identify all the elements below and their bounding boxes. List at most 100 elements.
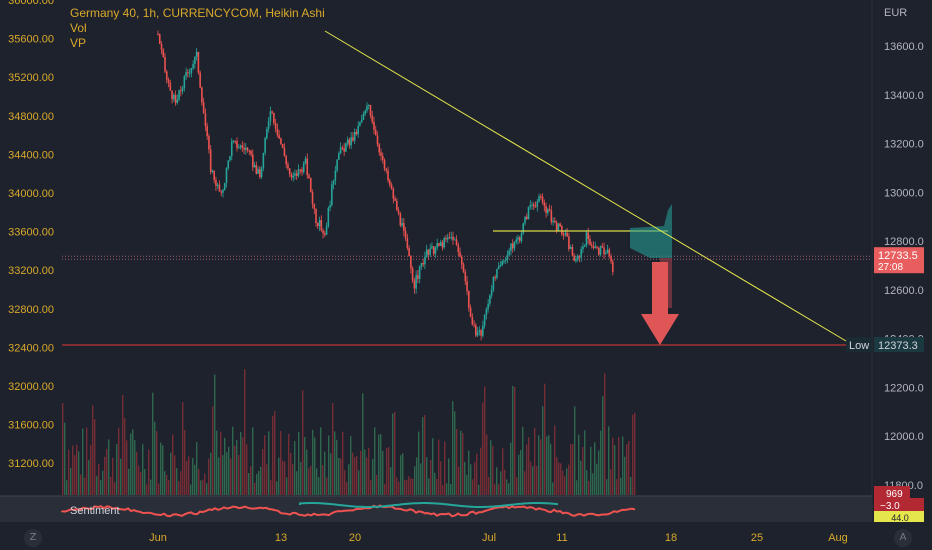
x-axis-label-5: 18 bbox=[665, 532, 677, 544]
volume-bar bbox=[416, 457, 418, 495]
candle-body bbox=[309, 177, 312, 192]
volume-bar bbox=[568, 464, 570, 495]
volume-bar bbox=[364, 449, 366, 495]
candle-body bbox=[167, 79, 170, 83]
volume-bar bbox=[138, 465, 140, 495]
volume-bar bbox=[318, 477, 320, 495]
candle-body bbox=[543, 202, 546, 207]
candle-body bbox=[185, 72, 187, 77]
volume-bar bbox=[230, 458, 232, 495]
volume-bar bbox=[594, 442, 596, 495]
low-value-badge bbox=[874, 337, 924, 353]
x-axis-label-2: 20 bbox=[349, 532, 361, 544]
candle-body bbox=[334, 170, 337, 181]
candle-body bbox=[478, 330, 481, 333]
candle-body bbox=[406, 238, 409, 248]
right-axis-tick-0: 13600.0 bbox=[884, 41, 924, 53]
volume-bar bbox=[74, 455, 76, 495]
volume-bar bbox=[306, 449, 308, 495]
candle-body bbox=[464, 271, 467, 282]
candle-body bbox=[548, 209, 551, 211]
volume-bar bbox=[324, 451, 326, 495]
volume-bar bbox=[414, 466, 416, 495]
candle-body bbox=[525, 216, 528, 219]
candle-body bbox=[483, 314, 486, 326]
candle-body bbox=[208, 136, 210, 150]
candle-body bbox=[357, 125, 359, 135]
volume-bar bbox=[368, 447, 370, 495]
volume-bar bbox=[444, 441, 446, 495]
volume-bar bbox=[384, 483, 386, 495]
candle-body bbox=[404, 231, 407, 239]
right-axis-tick-4: 12800.0 bbox=[884, 236, 924, 248]
down-arrow[interactable] bbox=[641, 262, 679, 345]
candle-body bbox=[209, 149, 212, 173]
candle-body bbox=[436, 243, 439, 248]
volume-bar bbox=[382, 450, 384, 495]
volume-bar bbox=[482, 402, 484, 495]
candle-body bbox=[550, 210, 553, 223]
volume-bar bbox=[132, 429, 134, 495]
candle-body bbox=[241, 145, 244, 148]
volume-bar bbox=[576, 480, 578, 495]
volume-bar bbox=[366, 457, 368, 495]
symbol-title[interactable]: Germany 40, 1h, CURRENCYCOM, Heikin Ashi bbox=[70, 6, 325, 20]
candle-body bbox=[504, 259, 507, 261]
candle-body bbox=[239, 145, 242, 148]
volume-bar bbox=[232, 426, 234, 495]
candle-body bbox=[468, 291, 470, 308]
volume-bar bbox=[122, 395, 124, 495]
volume-bar bbox=[446, 483, 448, 495]
volume-bar bbox=[328, 435, 330, 495]
volume-profile-label[interactable]: VP bbox=[70, 36, 87, 50]
volume-bar bbox=[498, 484, 500, 495]
volume-bar bbox=[472, 479, 474, 495]
candle-body bbox=[413, 280, 416, 289]
candle-body bbox=[473, 324, 475, 326]
volume-bar bbox=[80, 474, 82, 495]
candle-body bbox=[532, 204, 535, 207]
candle-body bbox=[515, 239, 518, 243]
volume-bar bbox=[82, 428, 84, 495]
volume-bar bbox=[352, 452, 354, 495]
volume-bar bbox=[626, 444, 628, 495]
volume-bar bbox=[210, 452, 212, 495]
candle-body bbox=[403, 222, 405, 232]
volume-bar bbox=[546, 436, 548, 495]
candle-body bbox=[582, 246, 584, 250]
candle-body bbox=[353, 131, 356, 141]
volume-bar bbox=[536, 466, 538, 495]
volume-bar bbox=[198, 468, 200, 495]
auto-scale-button[interactable]: A bbox=[894, 529, 912, 547]
timezone-button[interactable]: Z bbox=[24, 529, 42, 547]
volume-bar bbox=[254, 482, 256, 495]
volume-bar bbox=[338, 458, 340, 495]
trendline[interactable] bbox=[324, 30, 847, 342]
candle-body bbox=[250, 150, 252, 155]
volume-bar bbox=[374, 427, 376, 495]
volume-bar bbox=[300, 462, 302, 495]
candle-body bbox=[524, 216, 526, 224]
volume-bar bbox=[422, 417, 424, 495]
candle-body bbox=[390, 184, 393, 189]
volume-bar bbox=[398, 481, 400, 495]
candle-body bbox=[222, 189, 224, 193]
volume-bar bbox=[178, 481, 180, 495]
volume-indicator-label[interactable]: Vol bbox=[70, 21, 87, 35]
candle-body bbox=[555, 222, 558, 231]
volume-bar bbox=[354, 457, 356, 495]
candle-body bbox=[606, 249, 609, 254]
x-axis-label-0: Jun bbox=[149, 532, 167, 544]
candle-body bbox=[345, 143, 347, 152]
candle-body bbox=[443, 238, 446, 248]
candle-body bbox=[271, 111, 273, 113]
left-axis-tick-12: 31200.00 bbox=[8, 458, 54, 470]
volume-bar bbox=[62, 403, 64, 495]
volume-bar bbox=[76, 444, 78, 495]
volume-bar bbox=[436, 478, 438, 495]
volume-bar bbox=[438, 439, 440, 495]
volume-bar bbox=[510, 442, 512, 495]
volume-bar bbox=[412, 478, 414, 495]
